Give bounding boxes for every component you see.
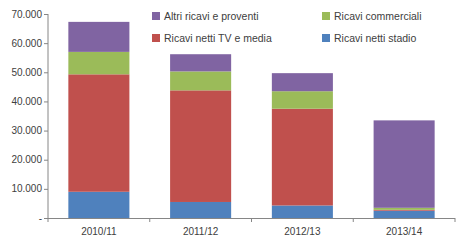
legend-label: Ricavi netti stadio xyxy=(334,32,416,44)
y-tick-label: - xyxy=(39,213,42,224)
legend: Altri ricavi e proventi Ricavi commercial… xyxy=(152,10,422,44)
y-tick-label: 60.000 xyxy=(11,38,42,49)
chart: - 10.000 20.000 30.000 40.000 50.000 60.000 70.… xyxy=(0,0,460,251)
bar-segment xyxy=(272,205,333,218)
bar-segment xyxy=(272,73,333,91)
y-tick-label: 70.000 xyxy=(11,9,42,20)
bar-segment xyxy=(374,208,435,210)
bar-segment xyxy=(68,52,129,74)
bar-segment xyxy=(272,91,333,108)
x-tick xyxy=(353,218,354,222)
y-tick xyxy=(44,72,48,73)
y-tick-label: 50.000 xyxy=(11,67,42,78)
legend-swatch xyxy=(322,34,330,42)
bar-segment xyxy=(170,71,231,90)
x-tick-label: 2013/14 xyxy=(386,226,423,237)
bar-segment xyxy=(68,192,129,218)
legend-swatch xyxy=(152,34,160,42)
y-tick xyxy=(44,14,48,15)
legend-label: Altri ricavi e proventi xyxy=(164,10,259,22)
legend-label: Ricavi commerciali xyxy=(334,10,422,22)
x-tick-label: 2012/13 xyxy=(284,226,321,237)
y-tick-label: 10.000 xyxy=(11,183,42,194)
x-tick xyxy=(251,218,252,222)
x-tick xyxy=(455,218,456,222)
y-tick xyxy=(44,189,48,190)
bar-segment xyxy=(374,120,435,207)
x-tick xyxy=(149,218,150,222)
y-tick xyxy=(44,43,48,44)
legend-label: Ricavi netti TV e media xyxy=(164,32,272,44)
bar-segment xyxy=(68,74,129,191)
bar-segment xyxy=(68,22,129,52)
bar-segment xyxy=(272,109,333,206)
legend-swatch xyxy=(322,12,330,20)
x-tick-label: 2010/11 xyxy=(81,226,117,237)
bar-segment xyxy=(170,54,231,71)
y-tick xyxy=(44,218,48,219)
y-tick xyxy=(44,101,48,102)
chart-container: - 10.000 20.000 30.000 40.000 50.000 60.000 70.… xyxy=(0,0,460,251)
y-axis xyxy=(48,14,49,218)
bar-segment xyxy=(374,211,435,218)
bars xyxy=(68,22,434,218)
y-tick xyxy=(44,160,48,161)
y-tick-label: 30.000 xyxy=(11,125,42,136)
legend-swatch xyxy=(152,12,160,20)
y-tick xyxy=(44,131,48,132)
y-tick-label: 40.000 xyxy=(11,96,42,107)
bar-segment xyxy=(170,202,231,218)
bar-segment xyxy=(170,90,231,202)
x-tick xyxy=(48,218,49,222)
x-tick-label: 2011/12 xyxy=(183,226,219,237)
y-tick-label: 20.000 xyxy=(11,154,42,165)
